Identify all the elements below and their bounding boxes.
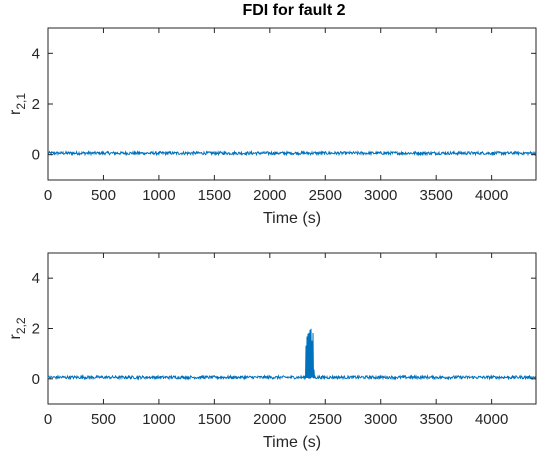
y-tick-label: 0: [32, 371, 40, 388]
y-axis-label-main: r: [7, 109, 24, 115]
x-tick-label: 2000: [253, 187, 286, 204]
x-tick-label: 4000: [475, 411, 508, 428]
y-tick-label: 2: [32, 96, 40, 113]
x-tick-label: 1500: [198, 187, 231, 204]
chart-title: FDI for fault 2: [242, 2, 345, 19]
x-tick-label: 3500: [419, 187, 452, 204]
x-tick-label: 3000: [364, 187, 397, 204]
x-tick-label: 2000: [253, 411, 286, 428]
y-tick-label: 4: [32, 270, 40, 287]
x-axis-label: Time (s): [263, 210, 321, 227]
x-tick-label: 0: [44, 187, 52, 204]
series-line: [47, 149, 537, 157]
y-tick-label: 4: [32, 45, 40, 62]
x-tick-label: 500: [91, 187, 116, 204]
plot-area: [47, 27, 537, 181]
x-tick-label: 3500: [419, 411, 452, 428]
panel-top: 0 500 1000 1500 2000 2500 3000 3500 4000 0 2 4 Time …: [7, 27, 537, 227]
y-axis-label-subscript: 2,2: [14, 317, 28, 334]
x-axis-label: Time (s): [263, 434, 321, 451]
y-axis-label: r2,2: [7, 317, 28, 339]
x-tick-label: 2500: [309, 187, 342, 204]
y-tick-label: 2: [32, 321, 40, 338]
x-tick-label: 1500: [198, 411, 231, 428]
y-tick-label: 0: [32, 147, 40, 164]
y-axis-label-main: r: [7, 334, 24, 340]
panel-bottom: 0 500 1000 1500 2000 2500 3000 3500 4000 0 2 4 Time …: [7, 252, 537, 451]
x-tick-label: 0: [44, 411, 52, 428]
y-axis-label: r2,1: [7, 93, 28, 115]
x-tick-label: 1000: [142, 411, 175, 428]
x-tick-label: 2500: [309, 411, 342, 428]
series-line: [47, 328, 537, 381]
y-axis-label-subscript: 2,1: [14, 93, 28, 110]
x-tick-label: 1000: [142, 187, 175, 204]
x-tick-label: 3000: [364, 411, 397, 428]
x-tick-label: 500: [91, 411, 116, 428]
x-tick-label: 4000: [475, 187, 508, 204]
plot-area: [47, 252, 537, 405]
